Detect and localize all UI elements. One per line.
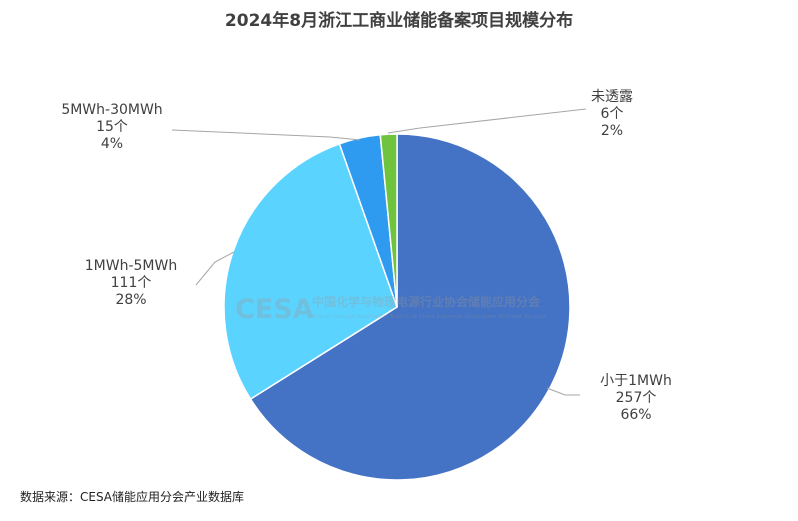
slice-count: 15个 — [96, 119, 128, 135]
watermark: CESA 中国化学与物理电源行业协会储能应用分会 Energy Storage … — [235, 294, 546, 325]
slice-name: 小于1MWh — [600, 373, 672, 389]
slice-label-4: 未透露 6个 2% — [591, 89, 633, 139]
slice-name: 未透露 — [591, 89, 633, 105]
leader-line-4 — [387, 108, 587, 134]
leader-line-3 — [171, 129, 361, 141]
slice-name: 5MWh-30MWh — [61, 102, 162, 118]
slice-count: 6个 — [601, 106, 624, 122]
pie-slices — [223, 133, 571, 481]
slice-count: 257个 — [616, 390, 657, 406]
slice-percent: 66% — [620, 407, 651, 423]
data-source: 数据来源：CESA储能应用分会产业数据库 — [20, 490, 245, 504]
slice-count: 111个 — [111, 275, 152, 291]
watermark-name: 中国化学与物理电源行业协会储能应用分会 — [312, 294, 541, 309]
slice-percent: 28% — [115, 292, 146, 308]
watermark-logo: CESA — [235, 294, 314, 325]
pie-slice-1 — [249, 133, 571, 481]
slice-name: 1MWh-5MWh — [85, 258, 177, 274]
slice-percent: 4% — [101, 136, 123, 152]
leader-lines — [171, 108, 587, 396]
slice-labels: 小于1MWh 257个 66%1MWh-5MWh 111个 28%5MWh-30MWh 1… — [61, 89, 672, 423]
slice-label-1: 小于1MWh 257个 66% — [600, 373, 672, 423]
chart-title: 2024年8月浙江工商业储能备案项目规模分布 — [224, 11, 574, 31]
slice-label-3: 5MWh-30MWh 15个 4% — [61, 102, 162, 152]
pie-slice-4 — [379, 133, 398, 308]
slice-label-2: 1MWh-5MWh 111个 28% — [85, 258, 177, 308]
leader-line-1 — [546, 387, 580, 396]
slice-percent: 2% — [601, 123, 623, 139]
pie-slice-2 — [223, 142, 398, 401]
watermark-subtitle: Energy Storage Application Branch of Chi… — [312, 314, 546, 320]
leader-line-2 — [195, 251, 235, 286]
